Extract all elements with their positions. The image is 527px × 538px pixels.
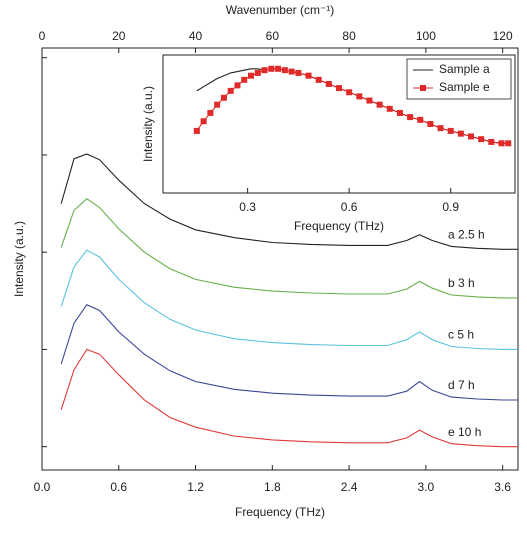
data-marker bbox=[396, 109, 403, 116]
data-marker bbox=[193, 127, 200, 134]
plot-frame bbox=[41, 47, 519, 471]
x2-tick-label: 80 bbox=[342, 29, 356, 43]
x-tick-label: 0.9 bbox=[442, 200, 459, 214]
data-marker bbox=[275, 65, 282, 72]
data-marker bbox=[261, 67, 268, 74]
data-marker bbox=[227, 87, 234, 94]
data-marker bbox=[356, 93, 363, 100]
x-tick-label: 0.6 bbox=[341, 200, 358, 214]
x-tick-label: 0.3 bbox=[239, 200, 256, 214]
data-marker bbox=[478, 136, 485, 143]
series-label: d 7 h bbox=[448, 378, 475, 392]
data-marker bbox=[376, 101, 383, 108]
data-marker bbox=[254, 69, 261, 76]
data-marker bbox=[366, 97, 373, 104]
x-tick-label: 2.4 bbox=[341, 480, 358, 494]
data-marker bbox=[234, 82, 241, 89]
data-marker bbox=[417, 116, 424, 123]
series-line bbox=[60, 197, 518, 299]
data-marker bbox=[447, 127, 454, 134]
series-line bbox=[60, 249, 518, 350]
series-line bbox=[60, 153, 518, 250]
x-tick-label: 1.8 bbox=[264, 480, 281, 494]
x2-tick-label: 60 bbox=[266, 29, 280, 43]
series-label: b 3 h bbox=[448, 276, 475, 290]
data-marker bbox=[248, 72, 254, 79]
legend-box bbox=[406, 58, 512, 100]
series-label: a 2.5 h bbox=[448, 227, 485, 241]
plot-frame bbox=[162, 54, 516, 194]
data-marker bbox=[468, 133, 474, 140]
x2-tick-label: 20 bbox=[112, 29, 126, 43]
data-marker bbox=[346, 89, 353, 96]
data-marker bbox=[407, 114, 414, 121]
x2-tick-label: 40 bbox=[189, 29, 203, 43]
y-axis-title: Intensity (a.u.) bbox=[141, 86, 155, 162]
data-marker bbox=[214, 101, 221, 108]
data-marker bbox=[427, 121, 434, 127]
data-marker bbox=[207, 109, 214, 116]
data-marker bbox=[268, 65, 275, 72]
data-marker bbox=[288, 68, 295, 75]
x2-tick-label: 120 bbox=[493, 29, 513, 43]
data-marker bbox=[325, 80, 332, 87]
data-marker bbox=[457, 130, 464, 137]
x-tick-label: 3.6 bbox=[494, 480, 511, 494]
series-line bbox=[60, 348, 518, 448]
legend-marker bbox=[420, 85, 426, 91]
data-marker bbox=[295, 69, 302, 76]
data-marker bbox=[315, 76, 322, 83]
data-marker bbox=[386, 105, 393, 112]
series-label: e 10 h bbox=[448, 425, 481, 439]
data-marker bbox=[200, 118, 207, 125]
x-axis-title: Frequency (THz) bbox=[294, 219, 384, 233]
data-marker bbox=[281, 67, 288, 74]
legend-label: Sample a bbox=[439, 62, 490, 76]
x-axis-title: Frequency (THz) bbox=[235, 505, 325, 519]
data-marker bbox=[505, 140, 512, 147]
x-tick-label: 0.6 bbox=[110, 480, 127, 494]
series-label: c 5 h bbox=[448, 328, 474, 342]
legend-label: Sample e bbox=[439, 80, 490, 94]
data-marker bbox=[241, 76, 248, 83]
x2-tick-label: 0 bbox=[39, 29, 46, 43]
y-axis-title: Intensity (a.u.) bbox=[12, 221, 26, 297]
data-marker bbox=[498, 140, 505, 147]
series-line bbox=[60, 304, 518, 401]
data-marker bbox=[305, 72, 312, 79]
x2-axis-title: Wavenumber (cm⁻¹) bbox=[226, 3, 335, 17]
data-marker bbox=[437, 125, 444, 132]
x-tick-label: 1.2 bbox=[187, 480, 204, 494]
x2-tick-label: 100 bbox=[416, 29, 436, 43]
data-marker bbox=[336, 85, 342, 92]
data-marker bbox=[220, 94, 227, 101]
x-tick-label: 0.0 bbox=[34, 480, 51, 494]
data-marker bbox=[488, 138, 495, 145]
x-tick-label: 3.0 bbox=[418, 480, 435, 494]
